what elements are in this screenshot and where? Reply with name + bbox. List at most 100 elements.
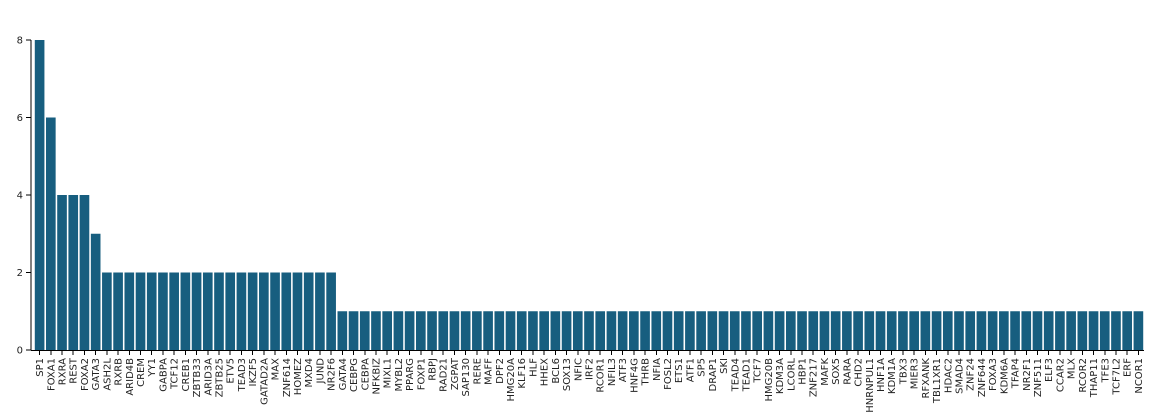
x-tick-label: NFIC (573, 358, 584, 381)
bar-etv5 (225, 272, 236, 350)
bar-rxra (57, 195, 67, 350)
x-tick-label: YY1 (147, 358, 158, 378)
bar-gata3 (90, 233, 101, 350)
x-tick-label: RCOR2 (1078, 358, 1089, 393)
bar-znf614 (281, 272, 292, 350)
bar-rbpj (427, 311, 437, 350)
bar-max (270, 272, 280, 350)
x-tick-label: RCOR1 (596, 358, 607, 393)
x-tick-label: SP5 (697, 358, 708, 377)
bar-sox5 (830, 311, 841, 350)
bar-zbtb25 (214, 272, 224, 350)
x-tick-label: HLF (528, 358, 539, 377)
x-tick-label: ZNF644 (977, 358, 988, 397)
bar-mixl1 (382, 311, 393, 350)
bar-ets1 (673, 311, 684, 350)
bar-atf1 (685, 311, 695, 350)
bar-tbl1xr1 (931, 311, 942, 350)
x-tick-label: ARID4B (125, 358, 136, 396)
bar-foxp1 (415, 311, 426, 350)
bar-rcor1 (595, 311, 606, 350)
x-tick-label: ETV5 (226, 358, 237, 384)
bar-znf511 (1032, 311, 1043, 350)
bar-sp5 (696, 311, 706, 350)
x-tick-label: HOMEZ (293, 358, 304, 395)
x-tick-label: THRB (641, 358, 652, 387)
x-tick-label: KDM6A (999, 358, 1010, 394)
x-tick-label: CEBPG (349, 358, 360, 392)
bar-hnf4g (629, 311, 639, 350)
x-tick-label: TEAD1 (741, 358, 752, 392)
x-tick-label: NFIL3 (607, 358, 618, 386)
x-tick-label: TFAP4 (1011, 358, 1022, 389)
bar-zgpat (449, 311, 460, 350)
bar-ccar2 (1055, 311, 1065, 350)
x-tick-label: REST (69, 357, 80, 384)
bar-tfap4 (1010, 311, 1020, 350)
x-tick-label: TFE3 (1100, 358, 1111, 384)
bar-mybl2 (393, 311, 404, 350)
bar-sap130 (460, 311, 471, 350)
bar-rara (842, 311, 852, 350)
x-tick-label: TBX3 (898, 358, 909, 385)
x-tick-label: CREB1 (181, 358, 192, 391)
bar-ash2l (102, 272, 112, 350)
x-tick-label: BCL6 (551, 358, 562, 384)
x-tick-label: ZNF511 (1033, 358, 1044, 397)
x-tick-label: RFXANK (921, 358, 932, 399)
y-tick-label: 0 (17, 346, 23, 357)
x-tick-label: KLF16 (517, 358, 528, 389)
x-tick-label: TEAD3 (237, 358, 248, 392)
x-tick-label: HMG20B (764, 358, 775, 402)
bar-rcor2 (1077, 311, 1088, 350)
x-tick-label: FOSL2 (663, 358, 674, 390)
x-tick-label: SMAD4 (955, 358, 966, 394)
bar-gabpa (158, 272, 168, 350)
x-tick-label: RXRA (58, 358, 69, 385)
bar-gata4 (337, 311, 348, 350)
bar-ski (718, 311, 729, 350)
bar-hdac2 (942, 311, 953, 350)
x-tick-label: TCF12 (170, 358, 181, 390)
x-tick-label: FOXP1 (416, 358, 427, 390)
bar-smad4 (954, 311, 964, 350)
x-tick-label: ZBTB25 (215, 358, 226, 397)
x-tick-label: ZNF614 (282, 358, 293, 397)
bar-gatad2a (259, 272, 269, 350)
x-tick-label: KDM3A (775, 358, 786, 394)
x-tick-label: GABPA (158, 358, 169, 392)
x-tick-label: MYBL2 (394, 358, 405, 392)
bar-hnrnpul1 (864, 311, 875, 350)
bar-mxd4 (303, 272, 314, 350)
bar-mier3 (909, 311, 919, 350)
x-tick-label: MAX (271, 358, 282, 380)
x-tick-label: MAFF (484, 358, 495, 385)
x-tick-label: GATAD2A (259, 358, 270, 405)
bar-creb1 (180, 272, 191, 350)
x-tick-label: CEBPA (360, 358, 371, 391)
x-tick-label: IKZF5 (248, 358, 259, 386)
x-tick-label: MXD4 (304, 358, 315, 388)
bar-nfkbiz (371, 311, 381, 350)
x-tick-label: RAD21 (439, 358, 450, 392)
bar-tfe3 (1099, 311, 1110, 350)
x-tick-label: KDM1A (887, 358, 898, 394)
bar-tbx3 (898, 311, 908, 350)
y-tick-label: 6 (17, 113, 23, 124)
x-tick-label: PPARG (405, 358, 416, 391)
bar-ncor1 (1133, 311, 1144, 350)
bar-klf16 (516, 311, 527, 350)
bar-arid4b (124, 272, 135, 350)
bar-pparg (404, 311, 415, 350)
bar-rxrb (113, 272, 123, 350)
x-tick-label: HDAC2 (943, 358, 954, 393)
bar-bcl6 (550, 311, 561, 350)
bar-rest (68, 195, 79, 350)
bar-yy1 (146, 272, 157, 350)
bars-group (34, 40, 1144, 350)
x-tick-label: ETS1 (674, 358, 685, 383)
x-tick-label: HNRNPUL1 (865, 358, 876, 413)
x-tick-label: HBP1 (798, 358, 809, 385)
x-tick-label: TCF7L2 (1111, 358, 1122, 396)
x-tick-label: LCORL (786, 358, 797, 391)
